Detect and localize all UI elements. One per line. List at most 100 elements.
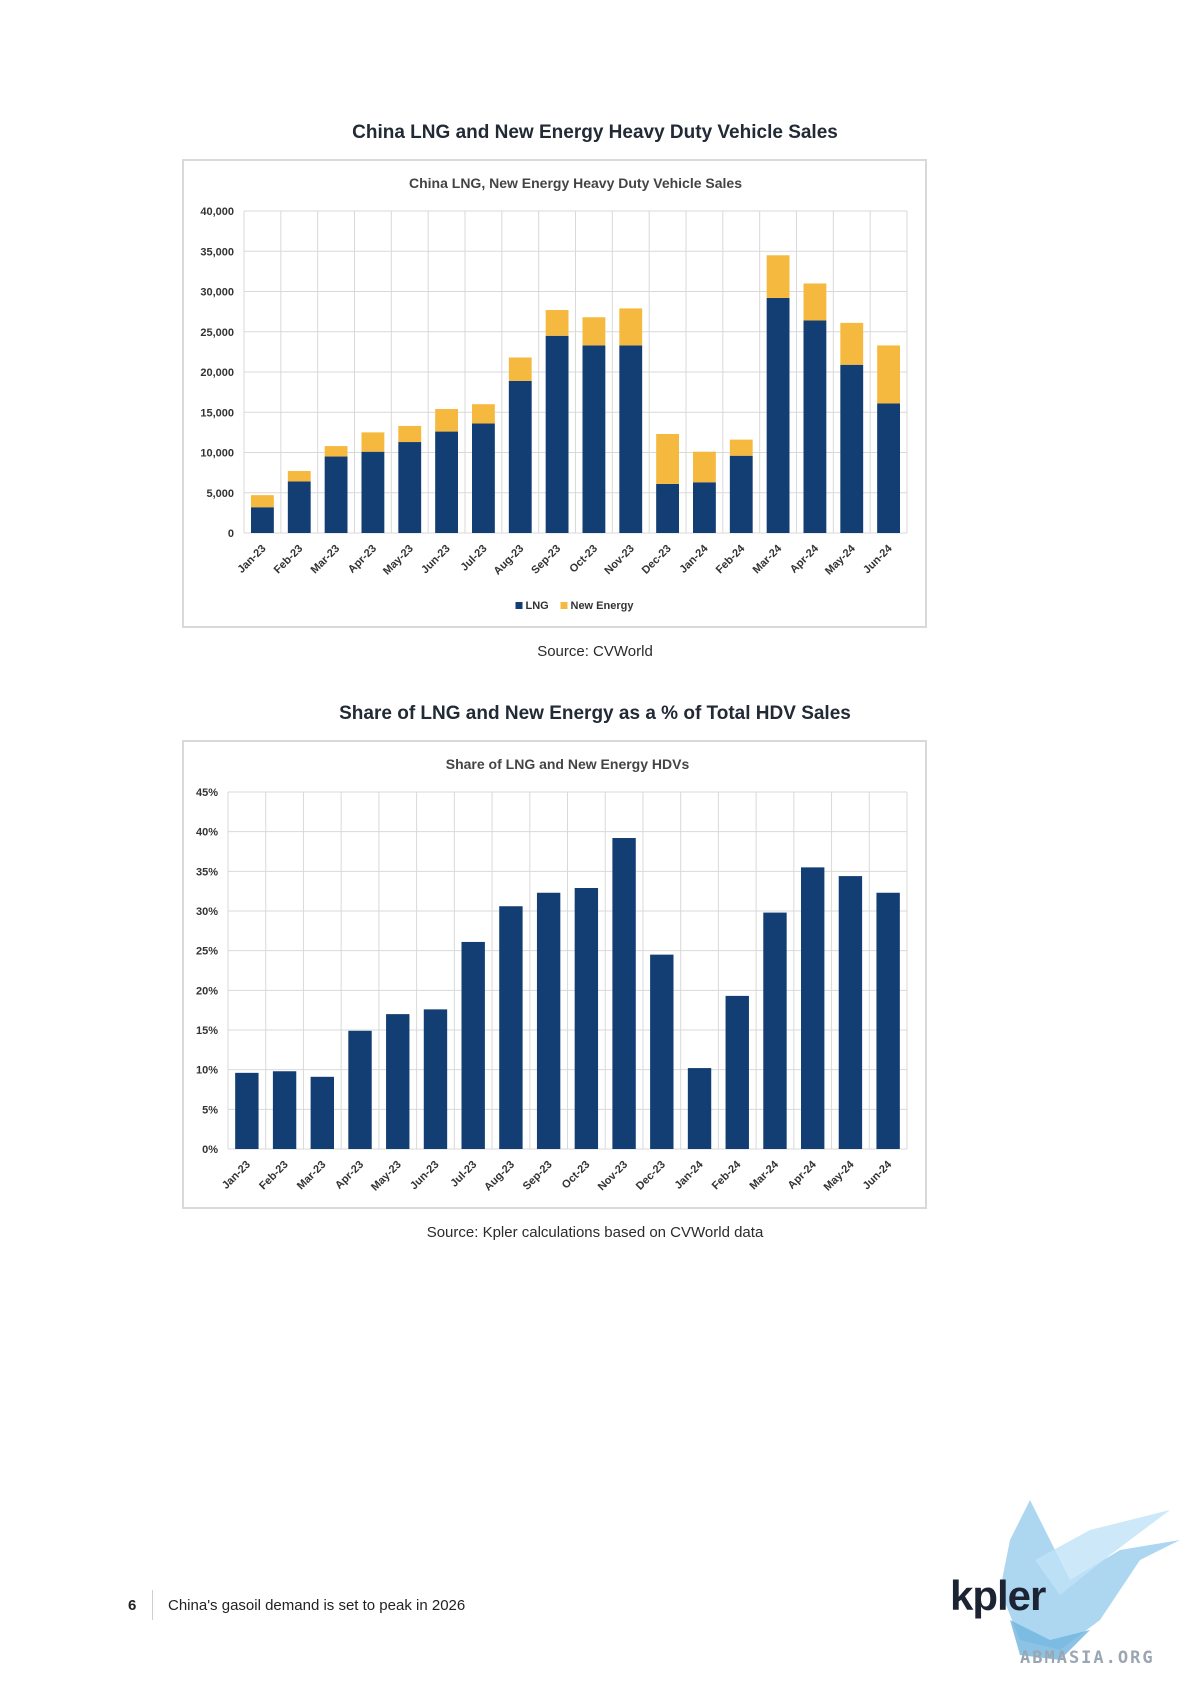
y-tick-label: 35% <box>196 866 218 878</box>
x-tick-label: Jan-23 <box>220 1159 253 1192</box>
x-tick-label: Jun-24 <box>861 542 895 576</box>
bar-new-energy <box>803 283 827 321</box>
bar-share <box>272 1071 297 1149</box>
bar-lng <box>250 507 274 533</box>
x-tick-label: Feb-23 <box>272 543 306 577</box>
figure2-heading: Share of LNG and New Energy as a % of To… <box>339 703 851 724</box>
bar-new-energy <box>324 446 348 457</box>
y-tick-label: 10,000 <box>200 448 234 460</box>
bar-lng <box>361 451 385 533</box>
y-tick-label: 0% <box>202 1144 218 1156</box>
bar-share <box>801 867 825 1149</box>
x-tick-label: Sep-23 <box>521 1159 555 1193</box>
bar-new-energy <box>287 471 311 482</box>
y-tick-label: 35,000 <box>200 246 234 258</box>
bar-share <box>536 892 561 1149</box>
y-tick-label: 5% <box>202 1104 218 1116</box>
bar-share <box>838 876 863 1149</box>
bar-share <box>423 1009 448 1149</box>
x-tick-label: Oct-23 <box>567 543 600 576</box>
bar-lng <box>508 380 532 533</box>
bar-lng <box>729 455 753 533</box>
bar-share <box>386 1014 410 1149</box>
bar-share <box>499 906 523 1149</box>
bar-new-energy <box>729 439 753 456</box>
x-tick-label: Jul-23 <box>459 543 490 574</box>
bar-lng <box>471 423 495 533</box>
chart-title: Share of LNG and New Energy HDVs <box>446 756 690 772</box>
x-tick-label: Jun-23 <box>419 543 453 577</box>
chart2-frame: Share of LNG and New Energy HDVs 0% 5% 10% 1… <box>182 740 927 1209</box>
bar-lng <box>435 431 459 533</box>
bar-lng <box>582 345 606 533</box>
y-tick-label: 20,000 <box>200 367 234 379</box>
legend-swatch-lng <box>515 602 523 609</box>
chart1-frame: China LNG, New Energy Heavy Duty Vehicle… <box>182 159 927 628</box>
bar-lng <box>619 345 643 533</box>
bar-lng <box>840 364 864 533</box>
x-tick-label: Jan-24 <box>673 1158 707 1192</box>
bar-new-energy <box>250 495 274 508</box>
y-tick-label: 25% <box>196 946 218 958</box>
kpler-logo-text: kpler <box>950 1572 1046 1619</box>
figure2-source: Source: Kpler calculations based on CVWo… <box>426 1224 764 1241</box>
bar-new-energy <box>398 425 422 443</box>
legend-label: LNG <box>526 600 549 612</box>
x-tick-label: Mar-24 <box>748 1158 782 1192</box>
y-tick-label: 20% <box>196 985 218 997</box>
chart1-svg: China LNG, New Energy Heavy Duty Vehicle… <box>200 175 908 612</box>
bar-new-energy <box>508 357 532 381</box>
y-tick-label: 40,000 <box>200 206 234 218</box>
x-tick-label: Feb-24 <box>710 1158 744 1192</box>
bar-new-energy <box>471 404 495 424</box>
x-tick-label: May-24 <box>823 542 858 577</box>
y-tick-label: 40% <box>196 827 218 839</box>
x-tick-label: Mar-24 <box>751 542 785 576</box>
x-tick-label: Apr-24 <box>788 542 822 576</box>
x-tick-label: Jul-23 <box>448 1159 479 1190</box>
bar-new-energy <box>692 451 716 483</box>
x-tick-label: Jan-23 <box>235 543 268 576</box>
legend-swatch-new-energy <box>560 602 568 609</box>
legend-label: New Energy <box>571 600 635 612</box>
y-tick-label: 30% <box>196 906 218 918</box>
x-tick-label: Feb-23 <box>257 1159 291 1193</box>
bar-new-energy <box>361 432 385 452</box>
watermark: ABMASIA.ORG <box>1020 1648 1155 1668</box>
y-tick-label: 5,000 <box>206 488 234 500</box>
bar-share <box>310 1076 334 1149</box>
bar-share <box>763 912 787 1149</box>
bar-new-energy <box>619 308 643 346</box>
bar-lng <box>656 483 680 533</box>
x-tick-label: Apr-24 <box>786 1158 820 1192</box>
bar-share <box>348 1030 372 1149</box>
y-tick-label: 30,000 <box>200 287 234 299</box>
x-tick-label: Mar-23 <box>295 1159 329 1193</box>
x-tick-label: Jan-24 <box>677 542 711 576</box>
x-tick-label: Sep-23 <box>529 543 563 577</box>
x-tick-label: Jun-24 <box>861 1158 895 1192</box>
y-tick-label: 0 <box>228 528 234 540</box>
footer-divider <box>152 1590 153 1620</box>
footer-title: China's gasoil demand is set to peak in … <box>168 1597 466 1614</box>
bar-share <box>461 941 485 1149</box>
kpler-logo-graphic <box>940 1500 1190 1684</box>
bar-new-energy <box>766 255 790 298</box>
x-tick-label: Aug-23 <box>492 543 527 578</box>
bar-lng <box>766 297 790 533</box>
x-tick-label: Nov-23 <box>596 1159 630 1193</box>
figure1-heading: China LNG and New Energy Heavy Duty Vehi… <box>352 122 838 143</box>
bar-lng <box>287 481 311 533</box>
x-tick-label: Oct-23 <box>560 1159 593 1192</box>
x-tick-label: Nov-23 <box>602 543 636 577</box>
x-tick-label: May-23 <box>369 1159 404 1194</box>
bar-share <box>687 1068 712 1149</box>
x-tick-label: May-23 <box>381 543 416 578</box>
bar-new-energy <box>877 345 901 404</box>
y-tick-label: 45% <box>196 787 218 799</box>
bar-lng <box>877 403 901 533</box>
bar-new-energy <box>656 433 680 484</box>
page-number: 6 <box>128 1597 137 1614</box>
x-tick-label: Jun-23 <box>408 1159 442 1193</box>
bar-share <box>650 954 674 1149</box>
